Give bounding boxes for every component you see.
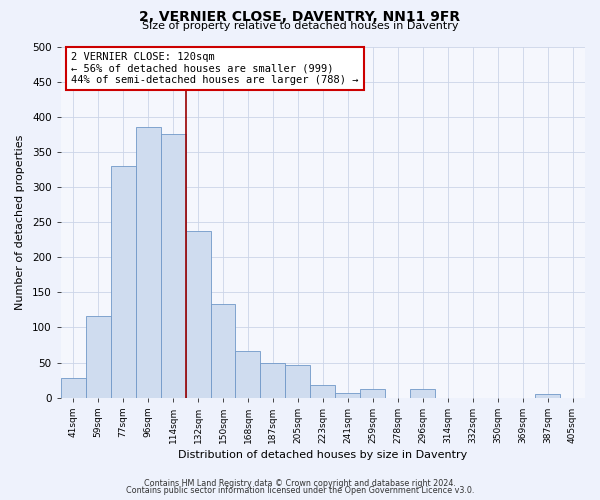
Bar <box>211 304 235 398</box>
Bar <box>310 385 335 398</box>
Text: Size of property relative to detached houses in Daventry: Size of property relative to detached ho… <box>142 21 458 31</box>
Y-axis label: Number of detached properties: Number of detached properties <box>15 134 25 310</box>
Bar <box>260 362 286 398</box>
Bar <box>110 166 136 398</box>
Text: Contains public sector information licensed under the Open Government Licence v3: Contains public sector information licen… <box>126 486 474 495</box>
Bar <box>161 134 185 398</box>
Bar <box>136 128 161 398</box>
Bar <box>361 388 385 398</box>
Bar <box>410 389 435 398</box>
Bar <box>535 394 560 398</box>
Bar <box>286 366 310 398</box>
Text: Contains HM Land Registry data © Crown copyright and database right 2024.: Contains HM Land Registry data © Crown c… <box>144 478 456 488</box>
Bar <box>61 378 86 398</box>
X-axis label: Distribution of detached houses by size in Daventry: Distribution of detached houses by size … <box>178 450 467 460</box>
Bar <box>335 392 361 398</box>
Bar <box>185 231 211 398</box>
Text: 2 VERNIER CLOSE: 120sqm
← 56% of detached houses are smaller (999)
44% of semi-d: 2 VERNIER CLOSE: 120sqm ← 56% of detache… <box>71 52 359 85</box>
Bar <box>235 350 260 398</box>
Text: 2, VERNIER CLOSE, DAVENTRY, NN11 9FR: 2, VERNIER CLOSE, DAVENTRY, NN11 9FR <box>139 10 461 24</box>
Bar <box>86 316 110 398</box>
